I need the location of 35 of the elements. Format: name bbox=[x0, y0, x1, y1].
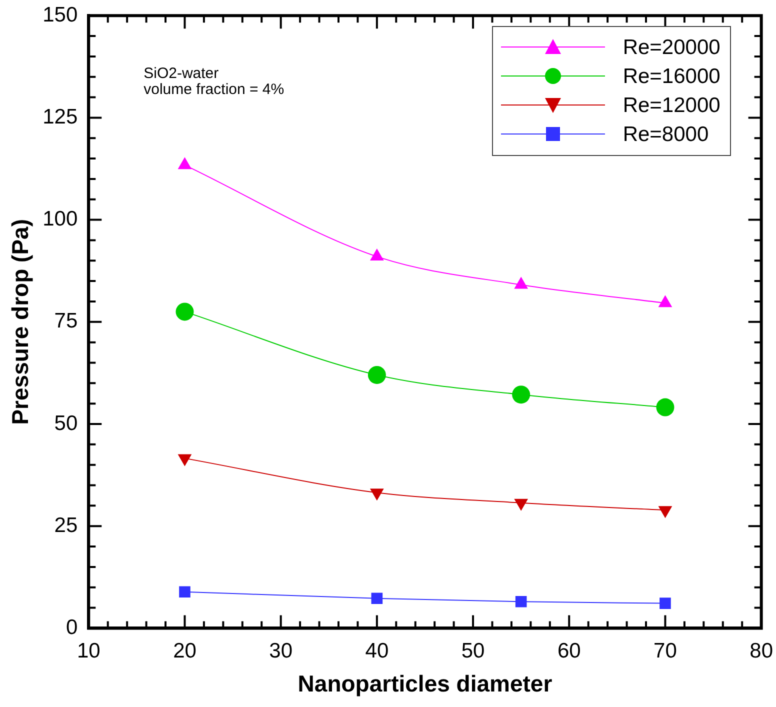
point bbox=[368, 366, 386, 384]
x-axis-title: Nanoparticles diameter bbox=[298, 670, 552, 697]
y-tick-label: 75 bbox=[54, 310, 78, 333]
annotation: volume fraction = 4% bbox=[144, 80, 284, 98]
point bbox=[514, 276, 528, 289]
point bbox=[178, 157, 192, 170]
y-tick-label: 25 bbox=[54, 514, 78, 537]
point bbox=[512, 386, 530, 404]
point bbox=[658, 295, 672, 308]
y-axis-title: Pressure drop (Pa) bbox=[7, 219, 34, 425]
y-tick-label: 50 bbox=[54, 412, 78, 435]
x-tick-label: 20 bbox=[173, 640, 196, 663]
y-tick-label: 0 bbox=[66, 616, 78, 639]
point bbox=[371, 592, 383, 604]
x-tick-label: 80 bbox=[750, 640, 773, 663]
legend-label: Re=16000 bbox=[622, 64, 720, 90]
x-tick-label: 60 bbox=[557, 640, 581, 663]
point bbox=[656, 398, 674, 416]
point bbox=[179, 586, 190, 598]
point bbox=[370, 248, 384, 261]
y-tick-label: 150 bbox=[42, 3, 78, 26]
y-tick-label: 100 bbox=[42, 208, 78, 231]
x-tick-label: 30 bbox=[269, 640, 293, 663]
point bbox=[660, 598, 671, 609]
legend-label: Re=12000 bbox=[622, 92, 720, 119]
x-tick-label: 70 bbox=[654, 640, 677, 663]
x-tick-label: 10 bbox=[76, 640, 100, 663]
point bbox=[176, 302, 194, 321]
x-tick-label: 50 bbox=[461, 640, 485, 663]
annotation: SiO2-water bbox=[144, 64, 220, 82]
y-tick-label: 125 bbox=[42, 105, 78, 128]
legend-label: Re=8000 bbox=[622, 122, 709, 148]
point bbox=[515, 596, 527, 608]
legend-label: Re=20000 bbox=[622, 34, 720, 61]
x-tick-label: 40 bbox=[365, 640, 389, 663]
